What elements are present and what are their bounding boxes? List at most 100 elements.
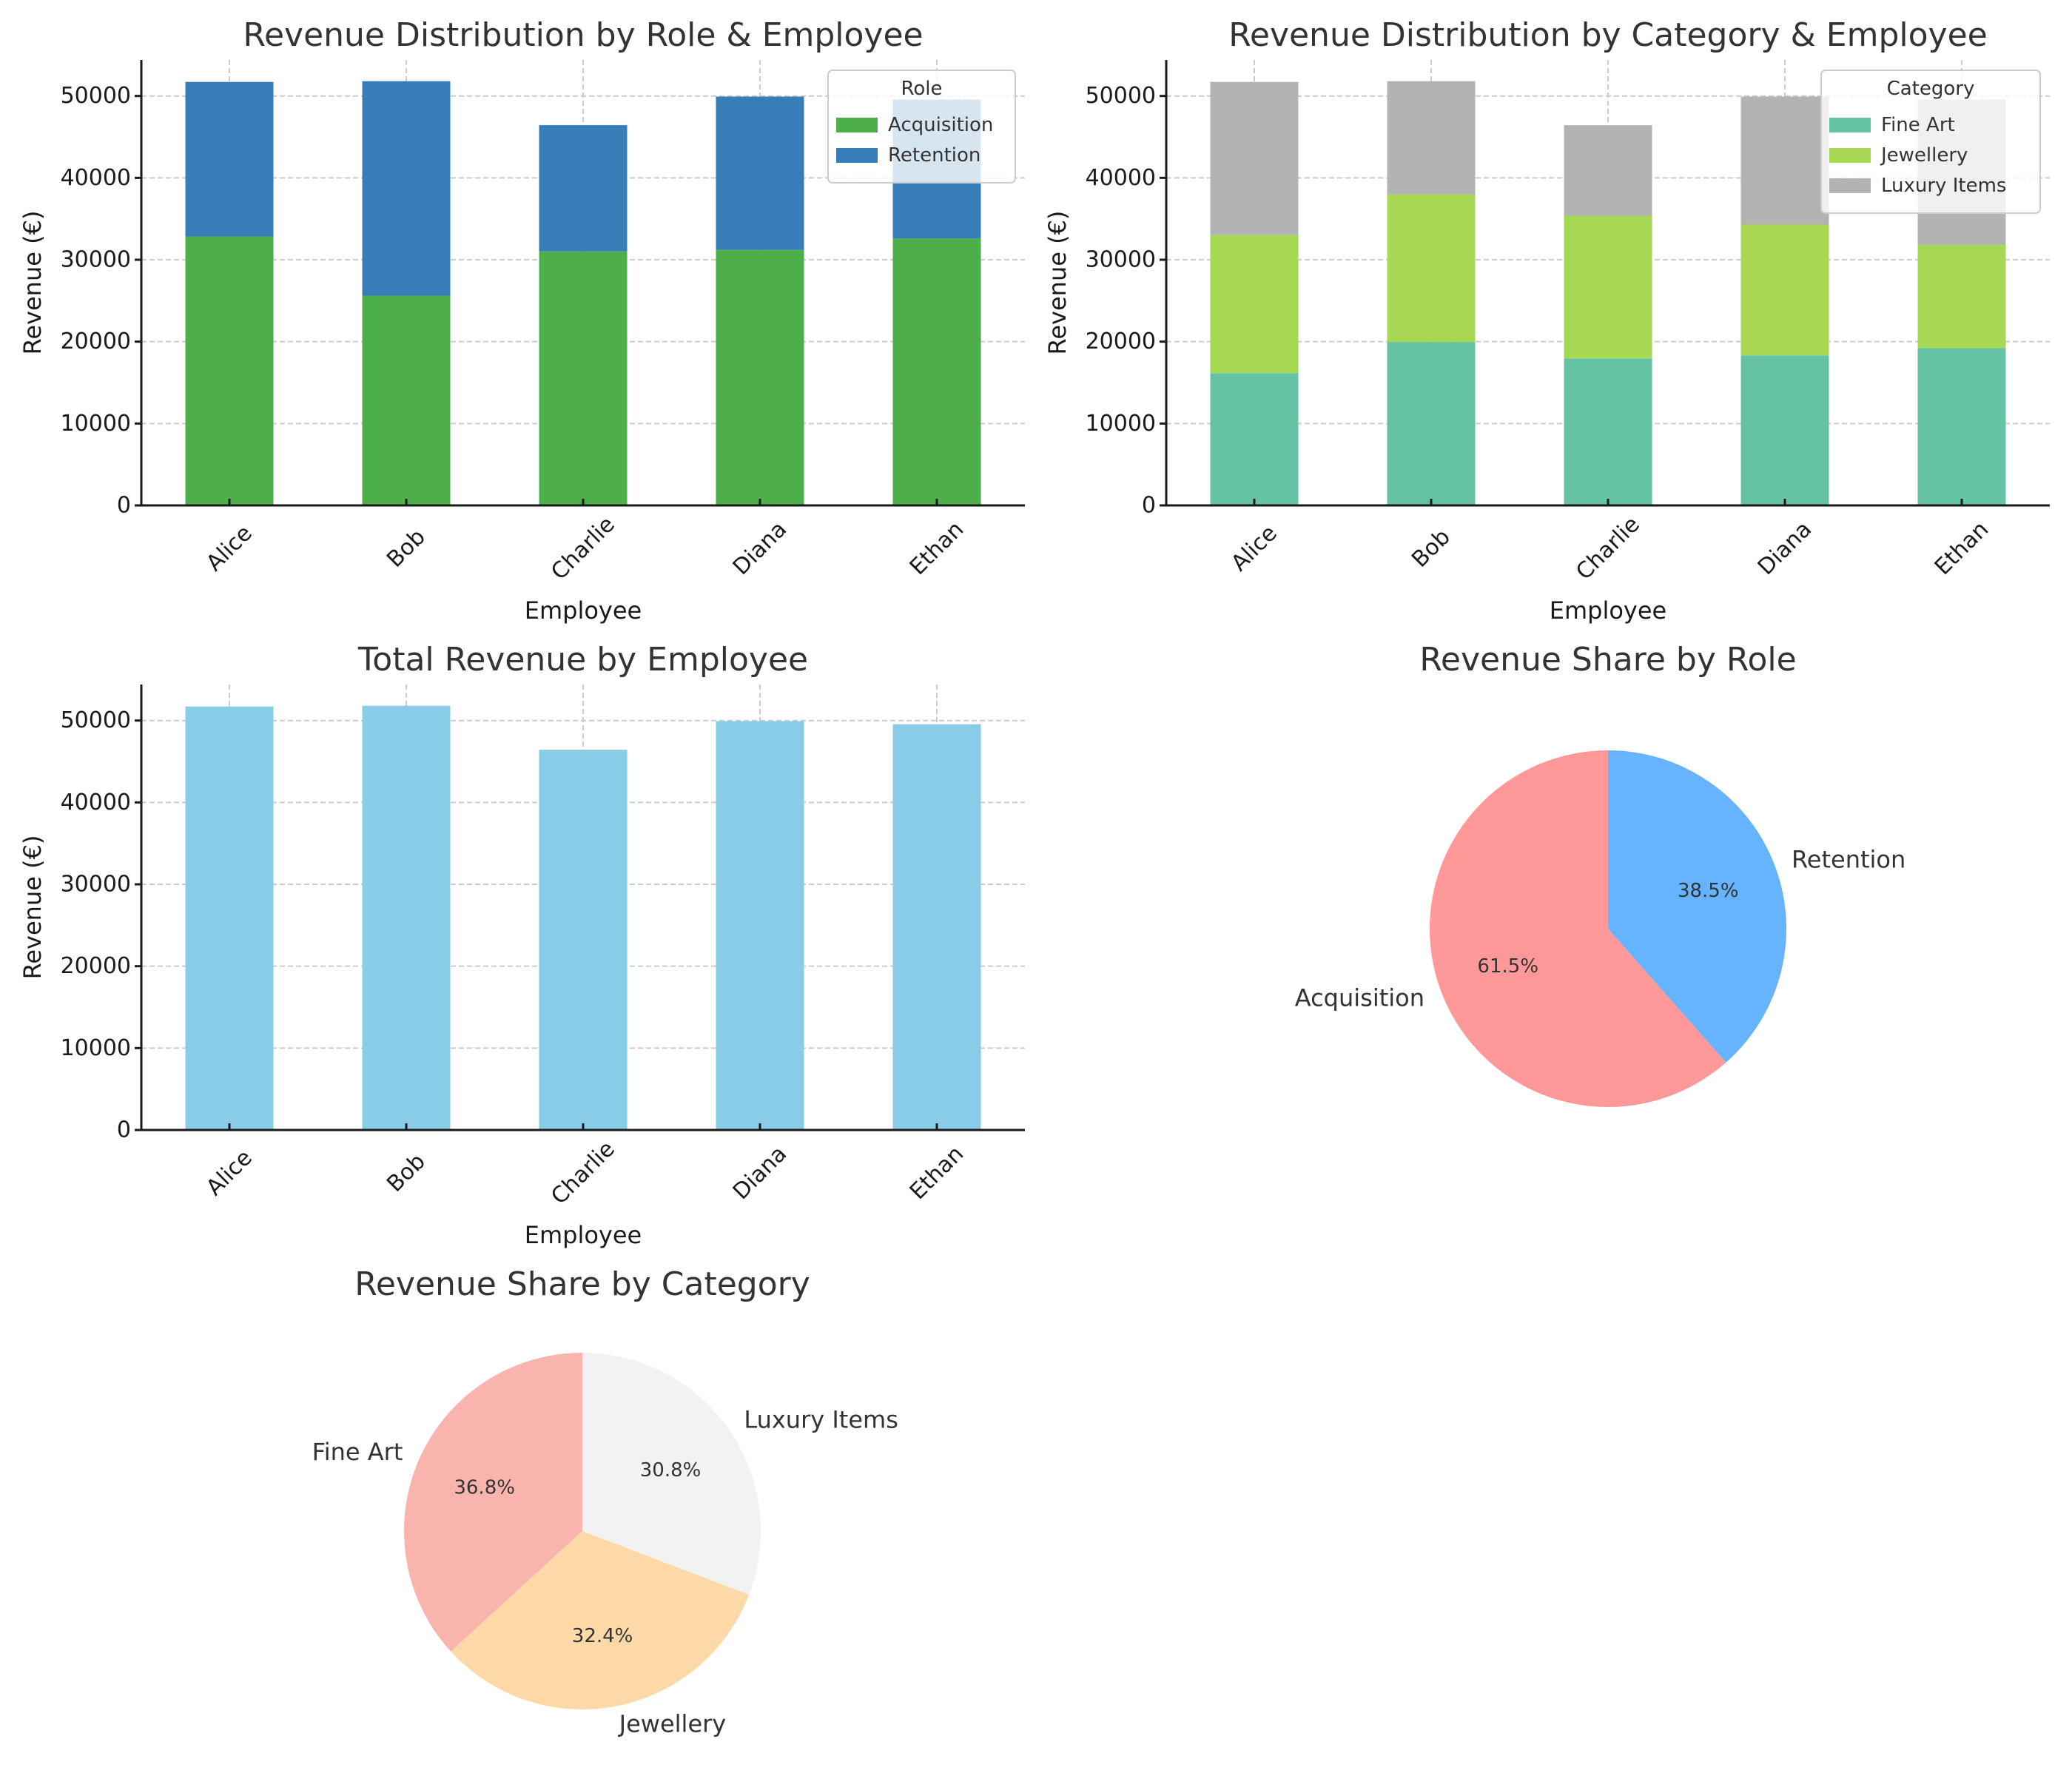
y-tick-label: 10000 [61,1035,131,1061]
bar-ethan-fine-art[interactable] [1917,348,2006,505]
pie-label: Acquisition [1295,984,1424,1012]
y-tick-label: 20000 [1086,329,1156,354]
bar-diana-acquisition[interactable] [716,249,804,505]
total-revenue-bar-chart: Total Revenue by Employee 0 10000 20000 3000… [18,641,1025,1249]
y-tick-label: 40000 [61,165,131,191]
x-axis-label: Employee [525,596,642,625]
legend-item-fine-art[interactable]: Fine Art [1829,114,1955,136]
x-tick-label: Bob [382,1148,431,1197]
x-tick-label: Bob [382,524,431,573]
x-tick-label: Alice [201,520,258,576]
bar-ethan-acquisition[interactable] [892,238,981,505]
bar-diana[interactable] [716,721,804,1130]
bar-charlie[interactable] [539,750,628,1130]
bar-bob-retention[interactable] [362,81,451,296]
y-tick-label: 50000 [1086,83,1156,109]
bar-diana-retention[interactable] [716,96,804,250]
legend-item-luxury-items[interactable]: Luxury Items [1829,175,2006,197]
pie-percent-label: 36.8% [454,1477,515,1499]
bar-ethan[interactable] [892,724,981,1130]
x-axis-label: Employee [1550,596,1666,625]
bar-alice-fine-art[interactable] [1210,373,1299,505]
category-share-pie-chart: Revenue Share by Category Fine Art 36.8% Je… [312,1265,898,1738]
pie-slice-jewellery[interactable] [451,1531,750,1709]
y-tick-label: 0 [117,1117,131,1143]
bar-alice-retention[interactable] [185,81,274,237]
bar-charlie-jewellery[interactable] [1564,215,1652,359]
legend-box [1820,70,2041,214]
bar-ethan-jewellery[interactable] [1917,244,2006,349]
legend-swatch [1829,148,1871,163]
pie-percent-label: 30.8% [640,1459,702,1481]
bar-charlie-luxury-items[interactable] [1564,125,1652,216]
pie-percent-label: 32.4% [572,1625,633,1647]
bar-bob-fine-art[interactable] [1387,342,1476,505]
bar-alice-acquisition[interactable] [185,236,274,505]
y-tick-label: 40000 [61,790,131,815]
legend-item-retention[interactable]: Retention [836,144,980,166]
legend-title: Category [1887,78,1975,100]
bar-alice-jewellery[interactable] [1210,235,1299,374]
legend-label: Acquisition [888,114,993,136]
y-tick-label: 30000 [61,247,131,273]
x-tick-label: Charlie [1571,511,1645,585]
category-stacked-bar-chart: Revenue Distribution by Category & Emplo… [1043,16,2050,625]
bar-charlie-retention[interactable] [539,125,628,252]
x-tick-label: Diana [1753,517,1817,580]
x-tick-label: Ethan [905,517,969,580]
pie-slice-acquisition[interactable] [1430,750,1726,1107]
legend-swatch [1829,118,1871,132]
pie-label: Jewellery [618,1709,727,1738]
legend-label: Luxury Items [1881,175,2006,197]
chart-title: Total Revenue by Employee [357,641,808,679]
pie-slice-retention[interactable] [1608,750,1787,1063]
y-axis-label: Revenue (€) [18,835,47,980]
legend-label: Retention [888,144,980,166]
x-tick-label: Ethan [1930,517,1994,580]
legend-label: Jewellery [1880,144,1968,166]
role-stacked-bar-chart: Revenue Distribution by Role & Employee 0… [18,16,1025,625]
pie-label: Retention [1792,845,1906,873]
y-tick-label: 10000 [1086,411,1156,437]
bar-diana-fine-art[interactable] [1740,355,1829,505]
legend: Role Acquisition Retention [827,70,1016,184]
y-tick-label: 0 [117,493,131,519]
bar-charlie-acquisition[interactable] [539,251,628,505]
chart-title: Revenue Share by Role [1419,641,1796,679]
y-tick-label: 20000 [61,329,131,354]
y-tick-label: 30000 [1086,247,1156,273]
y-tick-label: 30000 [61,872,131,898]
x-tick-label: Diana [728,1141,792,1205]
pie-percent-label: 38.5% [1678,880,1739,902]
bar-diana-jewellery[interactable] [1740,224,1829,356]
bar-diana-luxury-items[interactable] [1740,96,1829,225]
legend-label: Fine Art [1881,114,1955,136]
legend-item-jewellery[interactable]: Jewellery [1829,144,1968,166]
legend-swatch [1829,178,1871,193]
x-tick-label: Charlie [546,1136,620,1210]
pie-slice-fine-art[interactable] [404,1353,582,1652]
y-tick-label: 0 [1142,493,1156,519]
x-tick-label: Alice [201,1145,258,1201]
y-axis-label: Revenue (€) [1043,211,1072,355]
legend: Category Fine Art Jewellery Luxury Items [1820,70,2041,214]
bar-bob[interactable] [362,705,451,1130]
x-tick-label: Alice [1226,520,1282,576]
y-tick-label: 50000 [61,83,131,109]
legend-title: Role [901,78,942,100]
bar-bob-luxury-items[interactable] [1387,81,1476,195]
pie-slice-luxury-items[interactable] [582,1353,761,1595]
bar-bob-acquisition[interactable] [362,295,451,505]
bar-charlie-fine-art[interactable] [1564,358,1652,505]
bar-alice[interactable] [185,706,274,1130]
y-tick-label: 40000 [1086,165,1156,191]
pie-label: Fine Art [312,1438,403,1466]
chart-title: Revenue Distribution by Role & Employee [243,16,923,54]
y-axis-label: Revenue (€) [18,211,47,355]
bar-bob-jewellery[interactable] [1387,194,1476,343]
bar-alice-luxury-items[interactable] [1210,81,1299,235]
y-tick-label: 50000 [61,707,131,733]
legend-item-acquisition[interactable]: Acquisition [836,114,993,136]
chart-title: Revenue Share by Category [354,1265,810,1303]
